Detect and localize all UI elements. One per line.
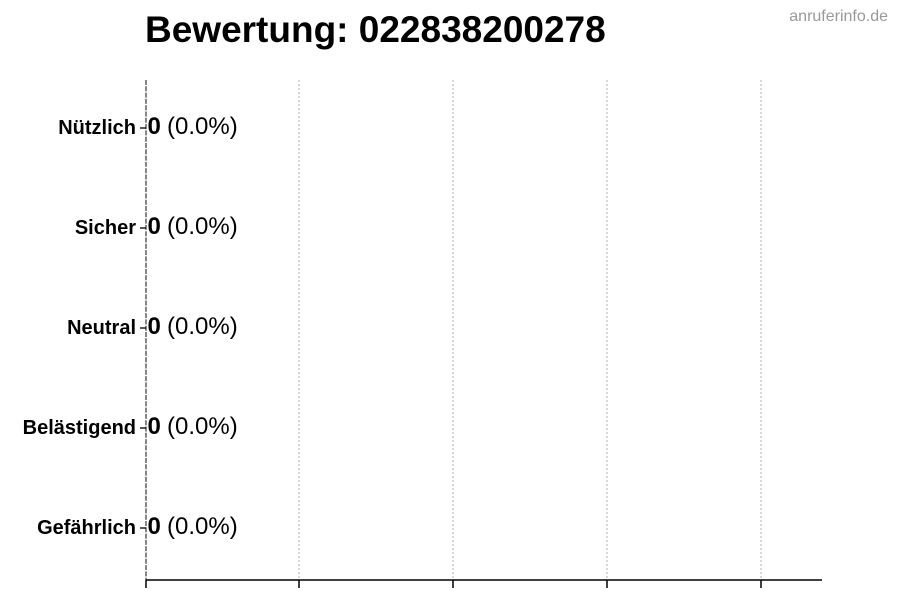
svg-text:Gefährlich: Gefährlich [37, 517, 136, 539]
svg-text:Neutral: Neutral [67, 317, 136, 339]
svg-text:Belästigend: Belästigend [23, 417, 136, 439]
svg-text:0: 0 [148, 413, 161, 440]
svg-text:(0.0%): (0.0%) [167, 213, 238, 240]
svg-text:(0.0%): (0.0%) [167, 313, 238, 340]
svg-text:0: 0 [148, 513, 161, 540]
svg-text:0: 0 [148, 113, 161, 140]
svg-text:0: 0 [148, 213, 161, 240]
svg-text:(0.0%): (0.0%) [167, 513, 238, 540]
svg-text:Nützlich: Nützlich [58, 117, 136, 139]
svg-text:Sicher: Sicher [75, 217, 136, 239]
svg-text:0: 0 [148, 313, 161, 340]
svg-text:(0.0%): (0.0%) [167, 413, 238, 440]
svg-text:(0.0%): (0.0%) [167, 113, 238, 140]
